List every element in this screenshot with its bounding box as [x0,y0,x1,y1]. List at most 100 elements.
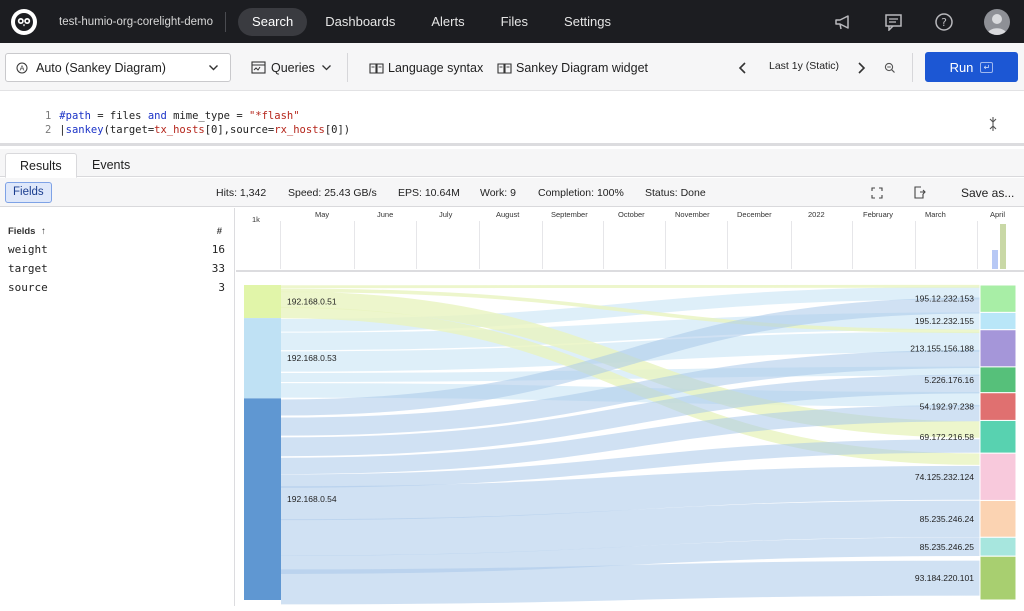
timeline-gridline [977,221,978,269]
time-range-selector[interactable]: Last 1y (Static) [769,60,839,72]
run-button[interactable]: Run ↵ [925,52,1018,82]
sankey-target-node [980,537,1016,556]
timeline-month-label: August [496,210,519,219]
nav-settings[interactable]: Settings [546,8,629,36]
timeline-bar [992,250,998,269]
sankey-link [281,519,980,538]
nav-alerts[interactable]: Alerts [413,8,482,36]
humio-owl-logo[interactable] [11,9,37,35]
timeline-month-label: May [315,210,329,219]
chevron-left-icon [737,61,749,75]
time-forward-button[interactable] [855,53,867,82]
language-syntax-label: Language syntax [388,61,483,75]
chevron-right-icon [855,61,867,75]
organization-name[interactable]: test-humio-org-corelight-demo [59,12,226,32]
export-icon[interactable] [913,186,926,199]
timeline-month-label: March [925,210,946,219]
sankey-target-node [980,312,1016,329]
sankey-target-label: 195.12.232.155 [915,316,974,326]
auto-widget-icon: A [16,62,28,74]
timeline-month-label: June [377,210,393,219]
code-line-2: 2|sankey(target=tx_hosts[0],source=rx_ho… [0,112,350,126]
megaphone-icon[interactable] [834,12,854,32]
fullscreen-icon[interactable] [871,187,883,199]
expand-editor-icon[interactable] [988,116,998,132]
timeline-gridline [852,221,853,269]
zoom-out-icon [884,62,896,74]
zoom-out-button[interactable] [884,53,896,82]
sankey-target-label: 195.12.232.153 [915,294,974,304]
widget-type-label: Auto (Sankey Diagram) [36,61,166,75]
timeline-gridline [665,221,666,269]
timeline-month-label: April [990,210,1005,219]
field-name: source [8,281,48,294]
field-name: weight [8,243,48,256]
svg-text:A: A [20,64,25,72]
sankey-target-node [980,500,1016,537]
save-as-button[interactable]: Save as... [961,186,1014,200]
widget-help-label: Sankey Diagram widget [516,61,648,75]
queries-label: Queries [271,61,315,75]
sankey-svg: 192.168.0.51192.168.0.53192.168.0.54195.… [236,273,1024,606]
timeline-month-label: July [439,210,452,219]
query-toolbar: A Auto (Sankey Diagram) Queries Language… [0,43,1024,91]
help-icon[interactable]: ? [934,12,954,32]
nav-search[interactable]: Search [238,8,307,36]
enter-key-icon: ↵ [980,62,993,73]
timeline-month-label: October [618,210,645,219]
sankey-source-node [244,285,281,318]
timeline-gridline [727,221,728,269]
timeline-gridline [915,221,916,269]
code-text: |sankey(target=tx_hosts[0],source=rx_hos… [59,124,350,136]
widget-help-link[interactable]: Sankey Diagram widget [497,53,648,82]
language-syntax-link[interactable]: Language syntax [369,53,483,82]
query-editor[interactable]: 1#path = files and mime_type = "*flash" … [0,91,1024,146]
sankey-target-node [980,556,1016,600]
sankey-link [281,483,980,503]
queries-button[interactable]: Queries [251,53,332,82]
timeline-month-label: November [675,210,710,219]
sankey-source-label: 192.168.0.54 [287,494,337,504]
field-row[interactable]: weight 16 [8,243,225,259]
toolbar-divider [912,53,913,82]
timeline-gridline [791,221,792,269]
fields-toggle-button[interactable]: Fields [5,182,52,203]
user-avatar[interactable] [984,9,1010,35]
fields-panel: Fields ↑ # weight 16 target 33 source 3 [0,208,235,606]
hits-stat: Hits: 1,342 [216,187,266,199]
results-tabs: Results Events [0,149,1024,177]
sankey-link [281,578,980,587]
timeline-bar [1000,224,1006,269]
sankey-source-node [244,318,281,398]
nav-files[interactable]: Files [483,8,546,36]
chevron-down-icon [321,62,332,73]
sankey-source-label: 192.168.0.53 [287,353,337,363]
nav-dashboards[interactable]: Dashboards [307,8,413,36]
sankey-target-label: 69.172.216.58 [920,432,975,442]
fields-header-label: Fields [8,226,35,237]
time-back-button[interactable] [737,53,749,82]
tab-events[interactable]: Events [78,153,144,178]
fields-column-header[interactable]: Fields ↑ [8,226,46,237]
queries-icon [251,61,266,74]
field-row[interactable]: source 3 [8,281,225,297]
book-icon [369,62,384,74]
message-icon[interactable] [884,12,904,32]
top-navigation-bar: test-humio-org-corelight-demo Search Das… [0,0,1024,43]
toolbar-divider [347,53,348,82]
svg-text:?: ? [941,16,947,29]
timeline-y-label: 1k [252,215,260,224]
sankey-links [281,286,980,587]
widget-type-select[interactable]: A Auto (Sankey Diagram) [5,53,231,82]
sankey-target-label: 54.192.97.238 [920,402,975,412]
timeline-gridline [479,221,480,269]
sankey-target-label: 93.184.220.101 [915,573,974,583]
tab-results[interactable]: Results [5,153,77,178]
event-timeline[interactable]: 1k May June July August September Octobe… [236,208,1024,272]
sankey-target-label: 85.235.246.25 [920,542,975,552]
timeline-gridline [603,221,604,269]
field-row[interactable]: target 33 [8,262,225,278]
sankey-source-node [244,398,281,600]
sankey-target-node [980,393,1016,421]
